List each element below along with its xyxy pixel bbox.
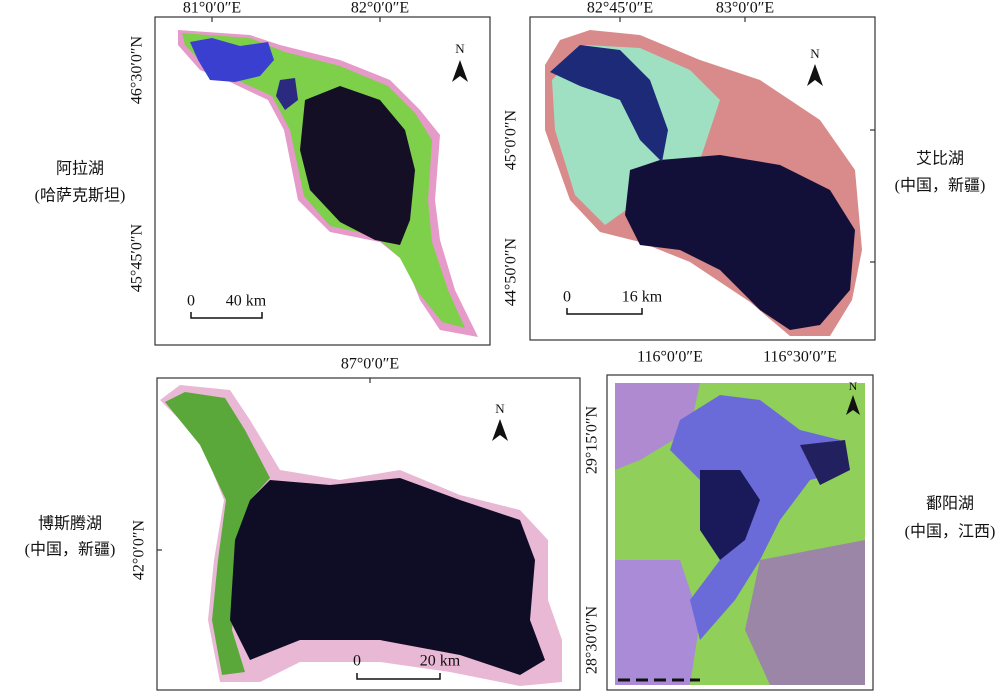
latitude-label: 46°30′0″N (129, 36, 146, 105)
lake-name: 博斯腾湖 (38, 515, 102, 533)
panel-ebinur: 82°45′0″E 83°0′0″E 45°0′0″N 44°50′0″N 艾比… (503, 0, 986, 341)
land-cover (745, 540, 865, 685)
panel-bosten: 87°0′0″E 42°0′0″N 博斯腾湖 (中国，新疆) 0 20 km N (25, 356, 581, 691)
north-arrow (807, 64, 823, 86)
lake-name: 阿拉湖 (56, 160, 104, 178)
lake-name: 鄱阳湖 (926, 495, 974, 513)
scale-label: 0 (187, 293, 195, 310)
latitude-label: 45°0′0″N (503, 110, 520, 171)
panel-poyang: 116°0′0″E 116°30′0″E 29°15′0″N 28°30′0″N… (584, 349, 996, 691)
lake-water (670, 395, 850, 640)
latitude-label: 28°30′0″N (584, 606, 601, 675)
latitude-label: 29°15′0″N (584, 406, 601, 475)
lake-region: (中国，新疆) (25, 541, 116, 559)
land-cover (615, 560, 700, 685)
north-arrow-label: N (455, 41, 465, 56)
scale-label: 0 (353, 653, 361, 670)
longitude-label: 82°45′0″E (587, 0, 653, 17)
latitude-label: 44°50′0″N (503, 238, 520, 307)
scale-label: 20 km (420, 653, 461, 670)
scale-label: 40 km (226, 293, 267, 310)
longitude-label: 116°0′0″E (637, 349, 703, 366)
lake-water (276, 78, 298, 110)
shore-vegetation (165, 392, 270, 675)
latitude-label: 45°45′0″N (129, 224, 146, 293)
scale-label: 16 km (622, 289, 663, 306)
land-cover (615, 383, 700, 470)
lake-water (190, 38, 274, 82)
lake-name: 艾比湖 (916, 150, 964, 168)
north-arrow-label: N (849, 379, 858, 393)
scale-bar (566, 308, 643, 315)
lake-region: (中国，江西) (905, 523, 996, 541)
north-arrow-label: N (495, 401, 505, 416)
north-arrow-label: N (810, 46, 820, 61)
lake-region: (哈萨克斯坦) (35, 187, 126, 205)
longitude-label: 82°0′0″E (351, 0, 409, 17)
lake-water (625, 155, 855, 330)
lake-water (700, 470, 760, 560)
lake-water (230, 478, 545, 675)
lake-water (300, 86, 415, 245)
north-arrow (492, 419, 508, 441)
longitude-label: 81°0′0″E (183, 0, 241, 17)
longitude-label: 83°0′0″E (716, 0, 774, 17)
panel-alakol: 81°0′0″E 82°0′0″E 46°30′0″N 45°45′0″N 阿拉… (35, 0, 491, 346)
north-arrow (846, 395, 860, 415)
lake-water (550, 45, 668, 162)
lake-water (800, 440, 850, 485)
longitude-label: 116°30′0″E (763, 349, 837, 366)
scale-bar (356, 673, 441, 680)
north-arrow (452, 60, 468, 82)
scale-bar (190, 312, 263, 319)
latitude-label: 42°0′0″N (131, 520, 148, 581)
lake-region: (中国，新疆) (895, 177, 986, 195)
scale-label: 0 (563, 289, 571, 306)
longitude-label: 87°0′0″E (341, 356, 399, 373)
